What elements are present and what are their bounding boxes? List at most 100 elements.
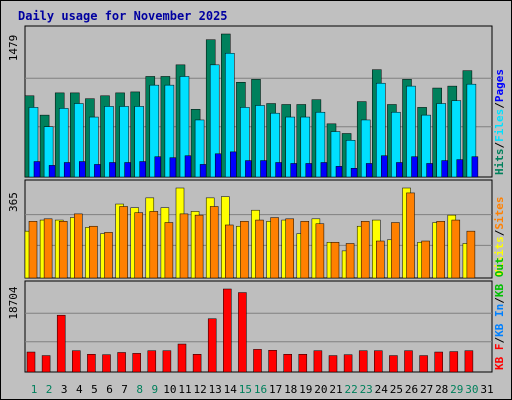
bar-middle-sites-9 [149, 211, 159, 279]
x-tick-label-day-5: 5 [91, 383, 98, 396]
x-tick-label-day-28: 28 [435, 383, 448, 396]
legend-separator: / [493, 229, 506, 236]
x-tick-label-day-24: 24 [375, 383, 389, 396]
bar-top-files-3 [58, 108, 69, 178]
bar-top-files-16 [255, 105, 265, 178]
bar-middle-sites-12 [194, 214, 204, 279]
bar-middle-sites-2 [43, 218, 53, 279]
bar-top-pages-19 [305, 163, 313, 178]
bar-top-pages-23 [365, 163, 373, 178]
bar-middle-sites-17 [270, 217, 279, 279]
bar-top-files-30 [466, 83, 477, 178]
bar-middle-sites-8 [134, 212, 143, 279]
bar-top-pages-30 [471, 156, 479, 178]
bar-bottom-kb-f-2 [41, 355, 51, 373]
bar-top-files-21 [330, 131, 341, 178]
bar-top-files-12 [194, 119, 205, 178]
bar-top-pages-13 [214, 153, 222, 178]
x-tick-label-day-15: 15 [239, 383, 252, 396]
bar-bottom-kb-f-28 [434, 351, 443, 373]
x-tick-label-day-11: 11 [178, 383, 191, 396]
bar-bottom-kb-f-9 [147, 350, 157, 373]
bar-top-pages-18 [290, 163, 297, 178]
bar-top-files-17 [270, 112, 280, 178]
bar-bottom-kb-f-18 [283, 353, 292, 373]
bar-bottom-kb-f-19 [298, 353, 308, 373]
bar-middle-sites-4 [74, 213, 83, 279]
x-tick-label-day-12: 12 [193, 383, 206, 396]
bar-top-files-8 [134, 106, 144, 178]
bar-bottom-kb-f-14 [223, 288, 232, 373]
bar-middle-sites-30 [466, 230, 476, 279]
bar-top-pages-17 [275, 162, 282, 178]
bar-top-files-19 [300, 116, 311, 178]
bar-top-files-29 [451, 100, 462, 178]
bar-top-files-11 [179, 76, 190, 178]
legend-middle: Visits/Sites [493, 197, 506, 277]
bar-top-pages-4 [79, 161, 86, 178]
bar-bottom-kb-f-25 [389, 355, 398, 373]
bar-top-pages-21 [335, 166, 343, 178]
bar-middle-sites-13 [209, 206, 219, 279]
y-tick-label-bottom: 18704 [7, 286, 20, 319]
legend-item-kb-out: KB Out [493, 257, 506, 297]
bar-top-pages-5 [94, 164, 101, 178]
bar-bottom-kb-f-4 [72, 350, 81, 373]
bar-top-pages-11 [184, 155, 192, 178]
bar-top-pages-24 [381, 155, 388, 178]
bar-top-files-13 [209, 64, 220, 178]
bar-middle-sites-21 [330, 241, 340, 279]
bar-top-pages-7 [124, 162, 131, 178]
bar-middle-sites-19 [300, 221, 310, 279]
x-tick-label-day-19: 19 [299, 383, 312, 396]
bar-middle-sites-25 [391, 222, 400, 279]
legend-separator: / [493, 142, 506, 149]
bar-top-files-14 [225, 52, 235, 178]
y-tick-label-top: 1479 [7, 35, 20, 62]
bar-middle-sites-20 [315, 223, 325, 279]
bar-bottom-kb-f-8 [132, 353, 141, 373]
legend-item-kb-f: KB F [493, 344, 506, 371]
x-tick-label-day-20: 20 [314, 383, 327, 396]
x-tick-label-day-4: 4 [76, 383, 83, 396]
bar-top-files-18 [285, 116, 295, 178]
bar-bottom-kb-f-20 [313, 350, 323, 373]
x-tick-label-day-14: 14 [224, 383, 238, 396]
bar-middle-sites-5 [89, 225, 98, 279]
bar-top-files-22 [345, 140, 356, 178]
bar-top-pages-26 [411, 156, 418, 178]
bar-middle-sites-18 [285, 218, 294, 279]
bar-bottom-kb-f-27 [419, 355, 428, 373]
bar-top-files-24 [376, 82, 386, 178]
x-tick-label-day-23: 23 [360, 383, 373, 396]
x-tick-label-day-25: 25 [390, 383, 403, 396]
bar-top-pages-9 [154, 156, 162, 178]
legend-item-visits: Visits [493, 236, 506, 276]
bar-middle-sites-10 [164, 222, 174, 279]
x-tick-label-day-10: 10 [163, 383, 176, 396]
bar-bottom-kb-f-22 [343, 354, 353, 373]
bar-top-pages-22 [350, 168, 358, 178]
bar-top-pages-27 [426, 163, 433, 178]
bar-top-files-7 [119, 106, 129, 178]
legend-separator: / [493, 297, 506, 304]
bar-top-pages-2 [48, 165, 56, 178]
y-tick-label-middle: 365 [7, 192, 20, 212]
bar-bottom-kb-f-12 [192, 353, 202, 373]
bar-top-files-1 [28, 107, 39, 178]
bar-top-pages-12 [199, 164, 207, 178]
bar-top-files-25 [391, 111, 401, 178]
bar-bottom-kb-f-26 [404, 350, 413, 373]
x-tick-label-day-29: 29 [450, 383, 463, 396]
bar-top-pages-16 [260, 160, 267, 178]
legend-separator: / [493, 337, 506, 344]
legend-item-hits: Hits [493, 149, 506, 176]
x-tick-label-day-13: 13 [209, 383, 222, 396]
bar-top-pages-8 [139, 161, 146, 178]
x-tick-label-day-7: 7 [121, 383, 128, 396]
bar-middle-sites-27 [421, 240, 430, 279]
bar-bottom-kb-f-1 [26, 351, 36, 373]
bar-middle-sites-7 [119, 206, 128, 279]
bar-bottom-kb-f-11 [177, 343, 187, 373]
